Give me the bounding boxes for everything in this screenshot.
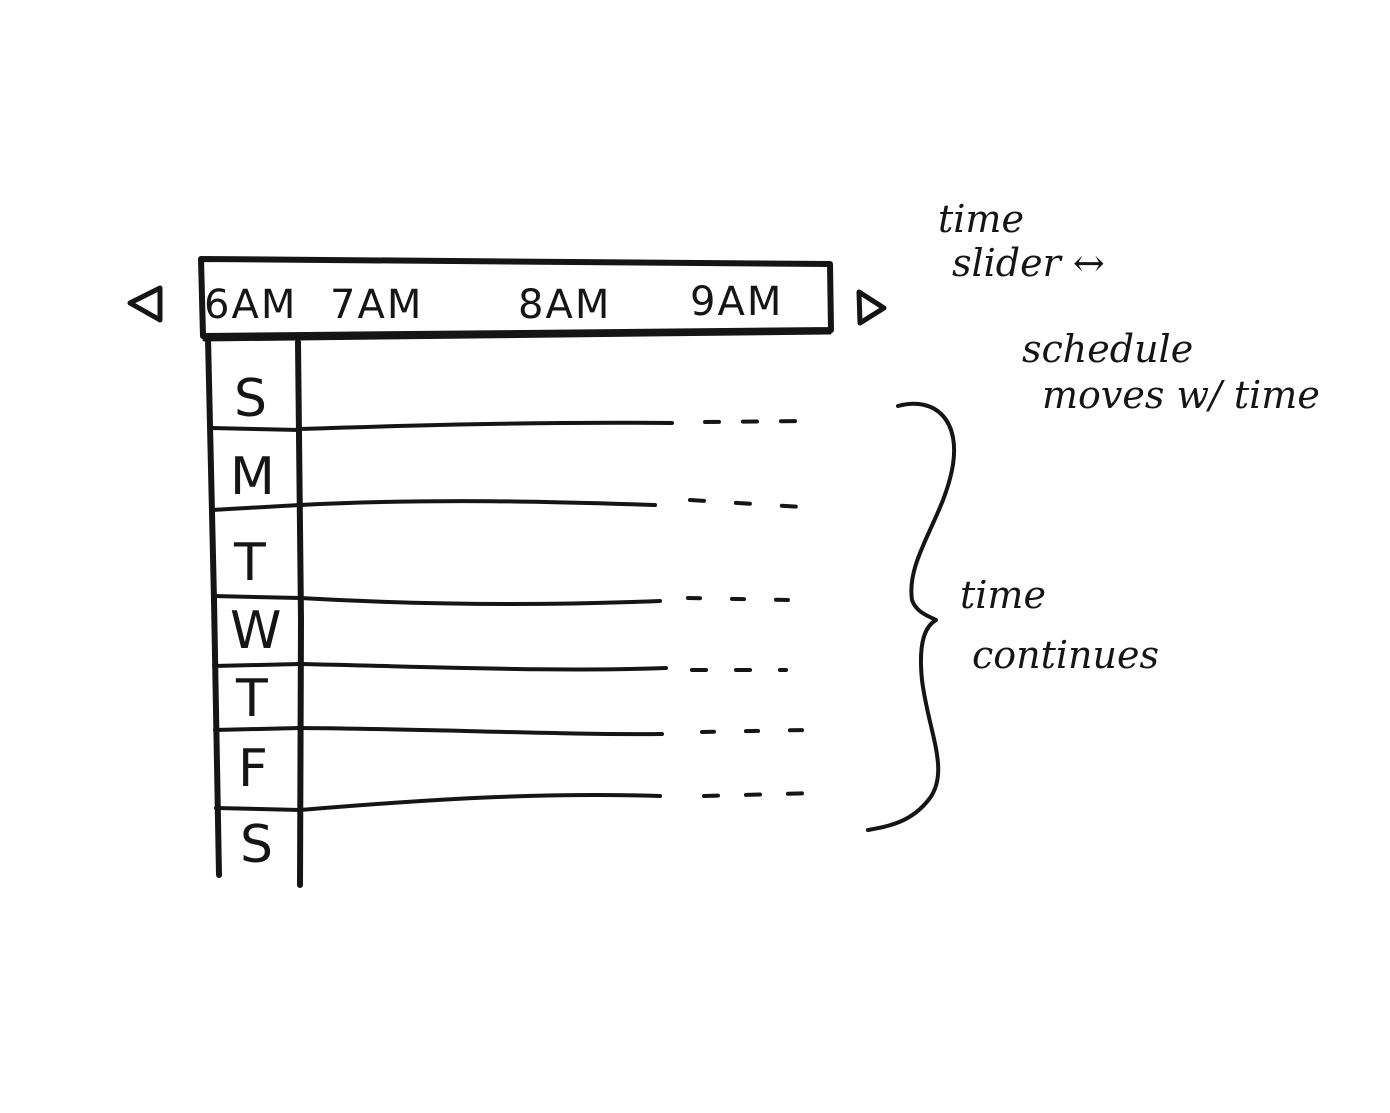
hour-label-6am: 6AM bbox=[204, 282, 297, 328]
schedule-continuation-sunday bbox=[703, 419, 812, 424]
day-column bbox=[205, 335, 304, 888]
note-schedule-line1: schedule bbox=[1022, 327, 1193, 371]
hour-label-7am: 7AM bbox=[330, 282, 423, 328]
day-divider bbox=[214, 806, 302, 812]
day-divider bbox=[210, 503, 302, 512]
schedule-continuation-tuesday bbox=[686, 596, 792, 602]
triangle-right-icon bbox=[856, 289, 887, 326]
schedule-continuation-monday bbox=[688, 498, 804, 509]
schedule-line-sunday bbox=[298, 420, 674, 431]
time-slider-shadow bbox=[202, 331, 832, 342]
day-label-monday: M bbox=[230, 447, 275, 507]
day-column-right-edge bbox=[295, 339, 304, 888]
day-label-saturday: S bbox=[240, 815, 273, 875]
schedule-rows bbox=[209, 419, 820, 812]
note-continues-line1: time bbox=[960, 573, 1046, 617]
day-divider bbox=[212, 662, 302, 668]
next-time-button[interactable] bbox=[856, 289, 887, 326]
note-time-slider-line2: slider ↔ bbox=[952, 241, 1105, 285]
schedule-line-friday bbox=[298, 792, 662, 812]
curly-brace bbox=[866, 401, 957, 832]
schedule-continuation-friday bbox=[702, 791, 820, 798]
note-continues-line2: continues bbox=[972, 633, 1159, 677]
day-divider bbox=[211, 594, 302, 600]
annotation-time-slider: time slider ↔ bbox=[938, 197, 1105, 285]
day-label-sunday: S bbox=[234, 369, 267, 429]
note-schedule-line2: moves w/ time bbox=[1042, 373, 1320, 417]
day-divider bbox=[209, 426, 302, 432]
note-time-slider-line1: time bbox=[938, 197, 1024, 241]
time-slider[interactable]: 6AM 7AM 8AM 9AM bbox=[198, 256, 834, 342]
annotation-time-continues: time continues bbox=[960, 573, 1159, 677]
day-label-wednesday: W bbox=[230, 601, 281, 661]
time-slider-frame bbox=[198, 256, 834, 339]
hour-label-9am: 9AM bbox=[690, 279, 783, 325]
prev-time-button[interactable] bbox=[127, 285, 163, 323]
day-column-left-edge bbox=[205, 335, 222, 878]
hour-label-8am: 8AM bbox=[518, 282, 611, 328]
schedule-line-tuesday bbox=[298, 596, 662, 607]
day-label-friday: F bbox=[238, 739, 268, 799]
triangle-left-icon bbox=[127, 285, 163, 323]
day-label-thursday: T bbox=[235, 669, 268, 729]
day-divider bbox=[213, 726, 302, 732]
schedule-line-thursday bbox=[298, 726, 664, 737]
schedule-continuation-thursday bbox=[700, 728, 808, 734]
day-label-tuesday: T bbox=[233, 533, 266, 593]
schedule-line-monday bbox=[298, 499, 657, 507]
schedule-line-wednesday bbox=[298, 662, 668, 672]
annotation-schedule-moves: schedule moves w/ time bbox=[1022, 327, 1320, 417]
day-labels: S M T W T F S bbox=[230, 369, 281, 875]
